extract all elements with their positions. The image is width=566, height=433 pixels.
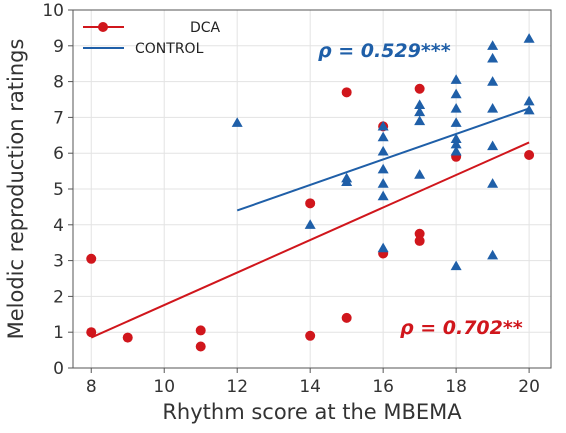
point-control [414, 169, 426, 179]
point-control [487, 40, 499, 50]
point-control [450, 145, 462, 156]
point-control [377, 190, 389, 201]
fit-line-control [236, 107, 530, 212]
point-dca [86, 327, 97, 338]
point-dca [86, 253, 97, 264]
legend-label-dca: DCA [190, 20, 221, 36]
point-dca [341, 312, 352, 323]
y-tick-label: 6 [53, 144, 64, 164]
point-dca [414, 235, 425, 246]
point-control [414, 106, 426, 117]
point-control [377, 120, 389, 131]
data-markers [86, 33, 535, 352]
legend-label-control: CONTROL [135, 41, 204, 57]
point-control [487, 102, 499, 113]
point-control [377, 242, 389, 253]
point-dca [195, 341, 206, 352]
y-tick-label: 0 [53, 359, 64, 379]
point-dca [305, 198, 316, 209]
x-tick-label: 12 [226, 377, 248, 397]
x-axis-title: Rhythm score at the MBEMA [162, 400, 462, 424]
point-dca [305, 330, 316, 341]
point-control [450, 102, 462, 113]
x-tick-label: 14 [299, 377, 321, 397]
point-control [450, 138, 462, 149]
point-control [377, 163, 389, 174]
point-control [487, 52, 499, 63]
point-dca [122, 332, 133, 343]
x-tick-label: 10 [153, 377, 175, 397]
y-tick-label: 4 [53, 216, 64, 236]
y-tick-label: 2 [53, 287, 64, 307]
point-control [450, 117, 462, 127]
point-control [377, 131, 389, 142]
point-control [341, 176, 353, 186]
y-axis: 0 1 2 3 4 5 6 7 8 9 10 [42, 1, 73, 379]
point-control [523, 33, 535, 43]
point-control [304, 219, 316, 229]
point-control [414, 99, 426, 109]
point-control [414, 115, 426, 126]
fit-line-dca [90, 141, 530, 339]
point-control [450, 88, 462, 99]
y-tick-label: 3 [53, 252, 64, 272]
point-control [450, 133, 462, 144]
point-dca [524, 149, 535, 160]
fit-lines [90, 107, 530, 339]
point-dca [414, 228, 425, 239]
point-dca [195, 325, 206, 336]
point-control [487, 249, 499, 260]
x-tick-label: 20 [518, 377, 540, 397]
point-control [523, 95, 535, 106]
x-axis: 8 10 12 14 16 18 20 [86, 368, 540, 397]
y-tick-label: 9 [53, 37, 64, 57]
point-control [487, 140, 499, 151]
point-control [487, 178, 499, 188]
legend-marker-dca [98, 22, 108, 32]
x-tick-label: 18 [445, 377, 467, 397]
y-tick-label: 1 [53, 323, 64, 343]
y-tick-label: 5 [53, 180, 64, 200]
point-dca [414, 83, 425, 94]
point-dca [341, 87, 352, 98]
point-control [450, 260, 462, 271]
y-axis-title: Melodic reproduction ratings [4, 39, 28, 340]
x-tick-label: 8 [86, 377, 97, 397]
rho-annotation-dca: ρ = 0.702** [400, 317, 523, 339]
y-tick-label: 7 [53, 108, 64, 128]
point-control [377, 145, 389, 156]
point-control [523, 104, 535, 115]
point-control [377, 178, 389, 188]
rho-annotation-control: ρ = 0.529*** [318, 40, 451, 62]
point-control [450, 74, 462, 84]
y-tick-label: 10 [42, 1, 64, 21]
point-control [231, 117, 243, 127]
point-control [487, 76, 499, 86]
x-tick-label: 16 [372, 377, 394, 397]
legend: DCA CONTROL [83, 20, 221, 57]
y-tick-label: 8 [53, 73, 64, 93]
